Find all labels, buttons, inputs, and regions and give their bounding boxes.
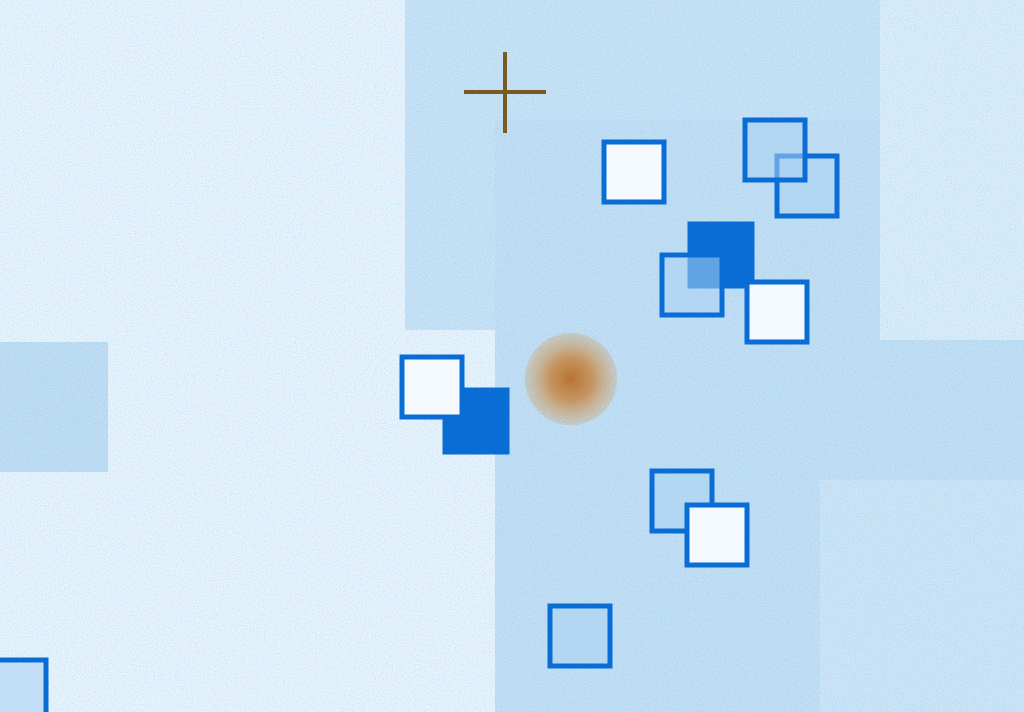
box-group (0, 117, 840, 712)
square-box-icon[interactable] (547, 603, 613, 669)
square-box-icon[interactable] (742, 117, 808, 183)
target-blob-icon[interactable] (523, 331, 619, 427)
crosshair-icon (464, 52, 546, 133)
square-box-icon[interactable] (659, 252, 725, 318)
square-box-icon[interactable] (399, 354, 465, 420)
square-box-icon[interactable] (684, 502, 750, 568)
square-box-icon[interactable] (601, 139, 667, 205)
square-box-icon[interactable] (744, 279, 810, 345)
square-box-icon[interactable] (0, 657, 49, 712)
